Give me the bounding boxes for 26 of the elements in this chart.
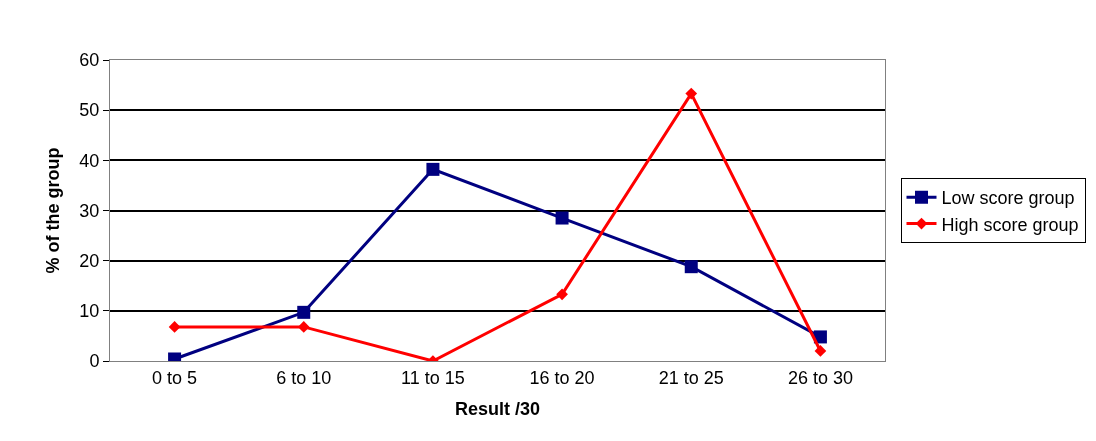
y-tick-label: 60 <box>79 50 100 71</box>
x-axis-title: Result /30 <box>454 398 541 419</box>
point <box>814 345 827 357</box>
x-tick-label: 6 to 10 <box>276 367 332 388</box>
y-axis-title: % of the group <box>42 147 63 274</box>
x-tick-label: 21 to 25 <box>658 367 724 388</box>
point <box>555 211 569 225</box>
point <box>813 330 827 344</box>
point <box>168 321 181 333</box>
point <box>556 288 568 301</box>
y-tick-label: 20 <box>79 250 100 271</box>
point <box>426 162 440 176</box>
y-tick-label: 30 <box>79 200 100 221</box>
point <box>684 260 698 274</box>
x-tick-label: 26 to 30 <box>787 367 853 388</box>
x-tick-label: 11 to 15 <box>401 367 465 388</box>
point <box>297 305 311 319</box>
legend-label: High score group <box>941 214 1079 235</box>
point <box>685 87 698 100</box>
y-tick-label: 40 <box>79 150 100 171</box>
y-tick-label: 10 <box>79 301 100 322</box>
x-tick-label: 0 to 5 <box>152 367 198 388</box>
y-tick-label: 50 <box>79 100 100 121</box>
y-tick-label: 0 <box>89 351 100 372</box>
legend-label: Low score group <box>941 188 1075 209</box>
x-tick-label: 16 to 20 <box>529 367 595 388</box>
